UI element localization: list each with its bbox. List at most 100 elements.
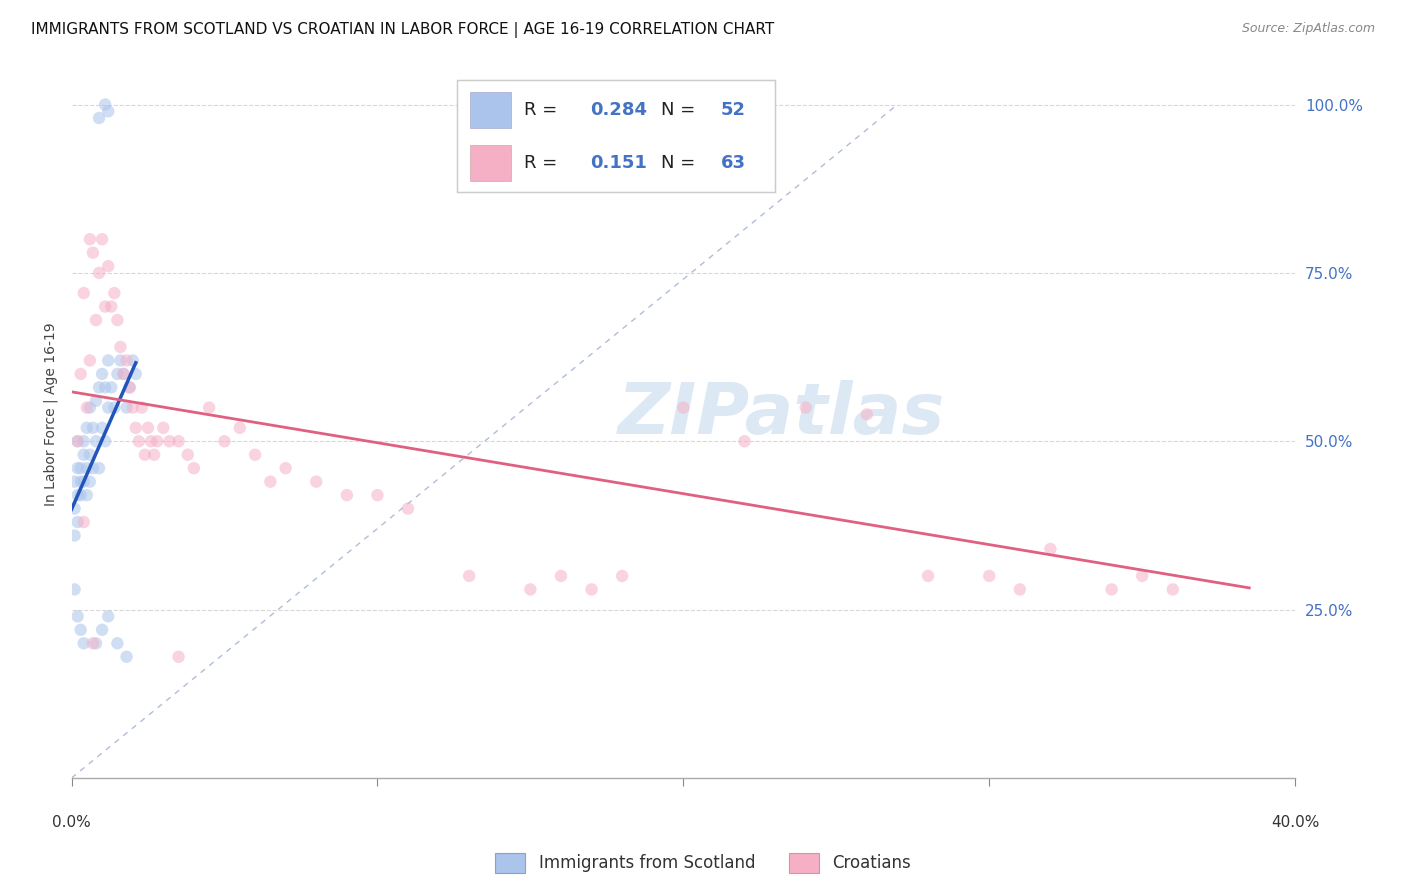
Point	[105, 367, 128, 381]
Point	[146, 434, 169, 449]
Point	[115, 401, 138, 415]
Text: IMMIGRANTS FROM SCOTLAND VS CROATIAN IN LABOR FORCE | AGE 16-19 CORRELATION CHAR: IMMIGRANTS FROM SCOTLAND VS CROATIAN IN …	[31, 22, 775, 38]
Point	[94, 97, 117, 112]
Point	[66, 609, 89, 624]
Point	[103, 286, 125, 301]
Point	[84, 393, 107, 408]
Point	[366, 488, 388, 502]
Point	[79, 475, 101, 489]
Point	[87, 266, 110, 280]
Point	[581, 582, 603, 597]
Point	[243, 448, 266, 462]
Point	[143, 448, 166, 462]
Point	[87, 461, 110, 475]
Point	[157, 434, 180, 449]
Point	[69, 461, 91, 475]
Point	[519, 582, 541, 597]
Point	[105, 636, 128, 650]
Point	[100, 300, 122, 314]
Point	[63, 501, 86, 516]
Point	[856, 407, 879, 421]
Point	[79, 232, 101, 246]
Point	[84, 434, 107, 449]
Point	[110, 353, 132, 368]
Point	[79, 353, 101, 368]
Point	[396, 501, 419, 516]
Point	[118, 380, 141, 394]
Point	[1039, 541, 1062, 556]
Point	[274, 461, 297, 475]
Point	[82, 421, 104, 435]
Point	[458, 569, 481, 583]
Point	[152, 421, 174, 435]
Y-axis label: In Labor Force | Age 16-19: In Labor Force | Age 16-19	[44, 323, 58, 506]
Point	[198, 401, 221, 415]
Point	[105, 313, 128, 327]
Point	[76, 488, 98, 502]
Point	[1101, 582, 1123, 597]
Point	[87, 111, 110, 125]
Point	[73, 636, 96, 650]
Point	[66, 434, 89, 449]
Point	[734, 97, 756, 112]
Point	[100, 380, 122, 394]
Point	[82, 636, 104, 650]
Point	[259, 475, 281, 489]
Text: ZIPatlas: ZIPatlas	[617, 380, 945, 449]
Point	[63, 582, 86, 597]
Point	[82, 245, 104, 260]
Point	[917, 569, 939, 583]
Point	[73, 434, 96, 449]
Point	[336, 488, 359, 502]
Point	[97, 609, 120, 624]
Point	[69, 488, 91, 502]
Point	[794, 401, 817, 415]
Point	[112, 367, 135, 381]
Point	[84, 636, 107, 650]
Point	[73, 448, 96, 462]
Point	[121, 353, 143, 368]
Point	[63, 528, 86, 542]
Point	[94, 300, 117, 314]
Point	[115, 353, 138, 368]
Point	[734, 434, 756, 449]
Point	[121, 401, 143, 415]
Point	[76, 401, 98, 415]
Point	[82, 461, 104, 475]
Point	[672, 401, 695, 415]
Point	[97, 104, 120, 119]
Point	[73, 515, 96, 529]
Point	[79, 448, 101, 462]
Point	[66, 434, 89, 449]
Point	[66, 488, 89, 502]
Point	[1161, 582, 1184, 597]
Point	[94, 380, 117, 394]
Point	[550, 569, 572, 583]
Point	[229, 421, 252, 435]
Point	[69, 623, 91, 637]
Point	[1008, 582, 1031, 597]
Point	[115, 649, 138, 664]
Point	[69, 367, 91, 381]
Point	[110, 340, 132, 354]
Text: Source: ZipAtlas.com: Source: ZipAtlas.com	[1241, 22, 1375, 36]
Point	[167, 434, 190, 449]
Point	[69, 475, 91, 489]
Point	[118, 380, 141, 394]
Point	[91, 623, 114, 637]
Point	[73, 475, 96, 489]
Point	[1130, 569, 1153, 583]
Point	[66, 515, 89, 529]
Point	[84, 313, 107, 327]
Point	[131, 401, 153, 415]
Text: 40.0%: 40.0%	[1271, 815, 1319, 830]
Point	[136, 421, 159, 435]
Point	[134, 448, 156, 462]
Point	[87, 380, 110, 394]
Point	[128, 434, 150, 449]
Point	[112, 367, 135, 381]
Point	[97, 353, 120, 368]
Point	[79, 401, 101, 415]
Text: 0.0%: 0.0%	[52, 815, 91, 830]
Point	[73, 286, 96, 301]
